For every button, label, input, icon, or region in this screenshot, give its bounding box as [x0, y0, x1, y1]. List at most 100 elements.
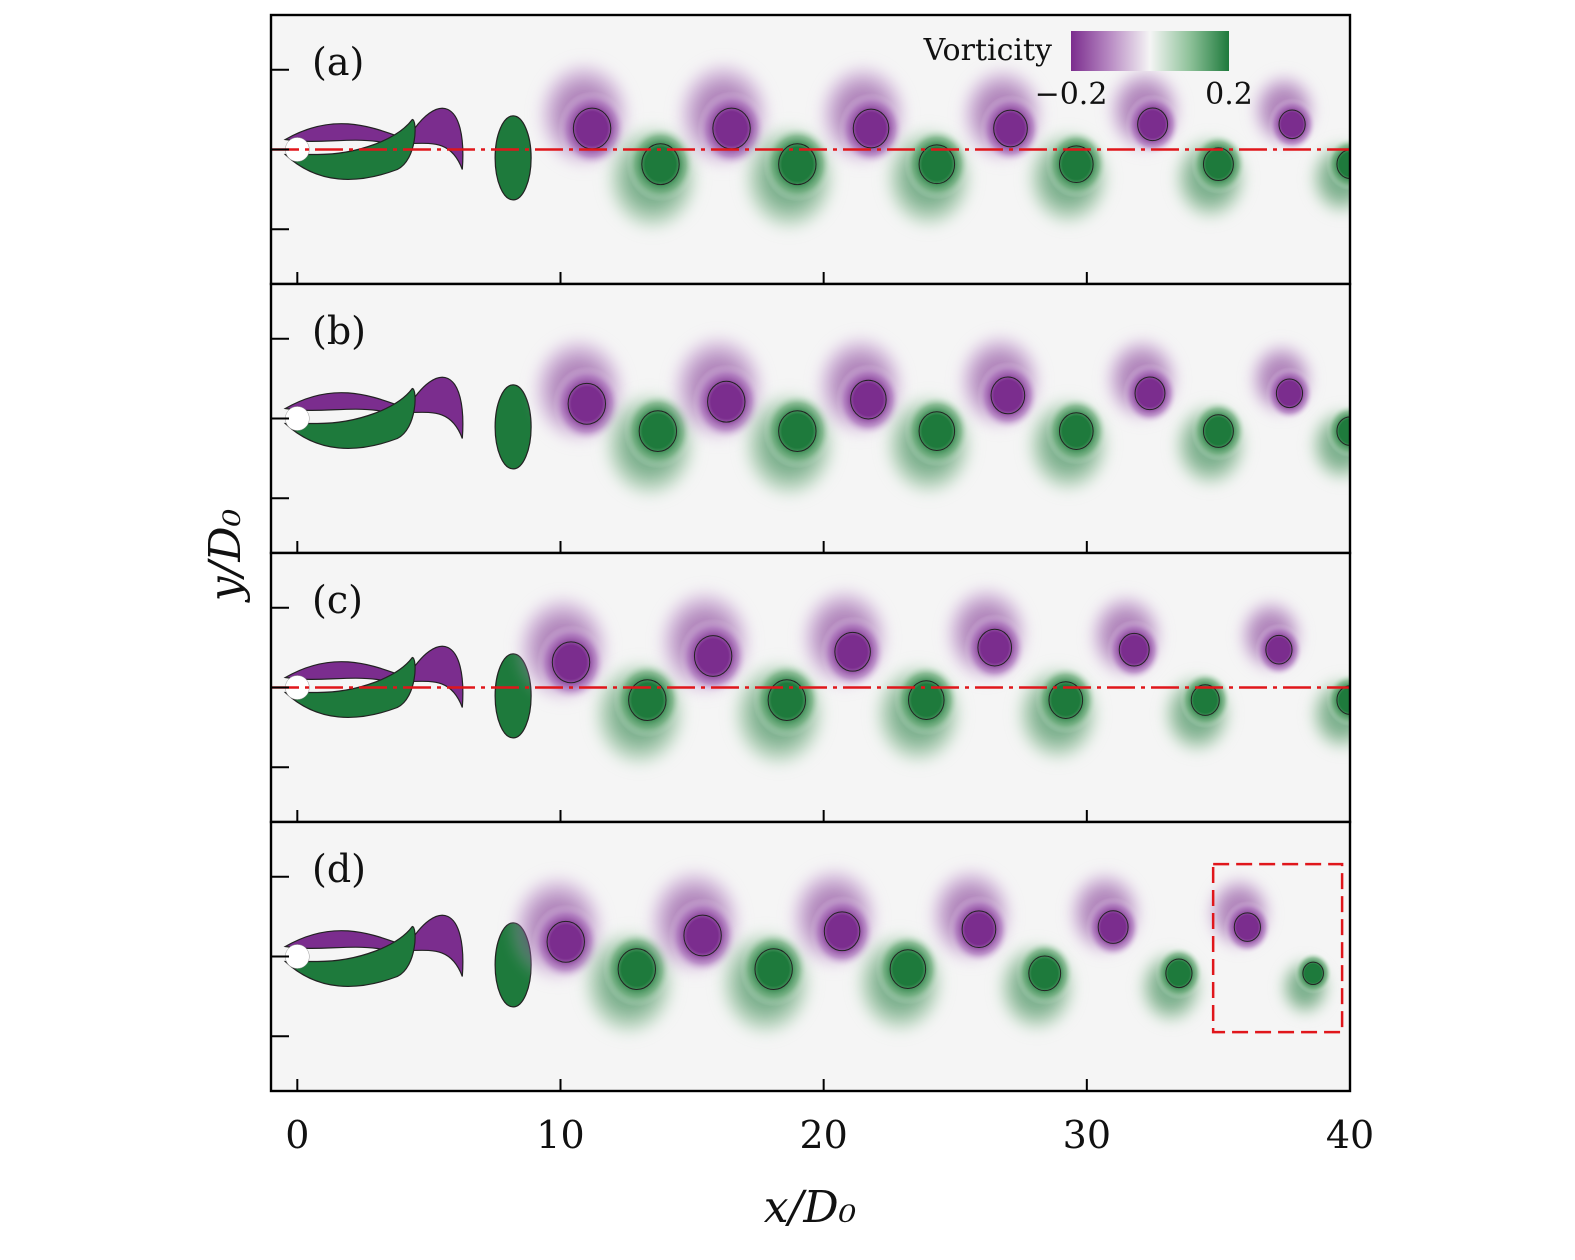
vortex-core	[820, 616, 885, 688]
shear-layer-negative	[283, 645, 464, 708]
vortex-core	[838, 92, 904, 165]
vortex-core	[809, 895, 875, 967]
vortex-core	[1191, 134, 1246, 195]
vortex-contour	[1048, 681, 1084, 719]
vortex-contour	[1336, 416, 1350, 446]
vortex-contour	[990, 376, 1026, 415]
panel-d: (d)	[269, 820, 1352, 1093]
vortex-contour	[754, 948, 793, 990]
vortex-core	[948, 895, 1010, 963]
vortex-contour	[918, 411, 956, 451]
vortex-core	[1268, 98, 1316, 151]
vortex-contour	[1190, 684, 1220, 716]
panel-label: (b)	[312, 309, 366, 353]
vortex-contour	[1302, 961, 1324, 986]
vortex-contour	[1336, 685, 1350, 715]
vortex-contour	[707, 380, 746, 423]
vortex-contour	[628, 679, 667, 721]
vortex-contour	[1233, 912, 1261, 942]
vortex-contour	[1058, 145, 1094, 184]
shear-layer-positive	[283, 387, 416, 449]
vortex-core	[1107, 619, 1162, 680]
vortex-core	[893, 664, 959, 736]
vortex-core	[558, 91, 627, 166]
vortex-contour	[850, 379, 887, 420]
vortex-core	[1255, 623, 1303, 676]
shear-layer-negative	[283, 107, 464, 170]
vortex-core	[1294, 952, 1332, 994]
vortex-core	[1179, 672, 1231, 729]
panels-group: (a) (b) (c) (d)	[269, 13, 1352, 1093]
vortex-contour	[1058, 412, 1094, 450]
highlight-box	[1211, 862, 1344, 1034]
vortex-core	[977, 361, 1039, 430]
vortex-contour	[823, 911, 861, 952]
panel-label: (a)	[312, 40, 364, 84]
vorticity-field	[283, 56, 1350, 236]
vortex-core	[1191, 401, 1246, 462]
vortex-contour	[993, 109, 1028, 148]
vortex-core	[613, 662, 682, 738]
x-axis: 0 10 20 30 40	[285, 1113, 1374, 1157]
vortex-core	[875, 933, 941, 1005]
vortex-core	[1015, 941, 1074, 1006]
colorbar: Vorticity −0.2 0.2	[923, 31, 1253, 112]
vortex-contour	[834, 631, 871, 672]
vortex-contour	[1202, 147, 1234, 182]
vortex-contour	[961, 910, 997, 949]
vortex-contour	[638, 410, 678, 453]
vortex-core	[904, 395, 970, 467]
vortex-contour	[767, 679, 807, 721]
vortex-core	[904, 128, 970, 200]
vortex-contour	[617, 948, 657, 990]
vortex-core	[1045, 397, 1107, 465]
vortex-contour	[908, 680, 945, 720]
vortex-contour	[567, 382, 607, 425]
shear-layer-negative	[283, 914, 464, 977]
colorbar-tick-min: −0.2	[1035, 77, 1108, 112]
vortex-core	[668, 898, 737, 973]
vortex-core	[679, 618, 748, 694]
vortex-contour	[546, 920, 585, 963]
vortex-contour	[641, 143, 680, 186]
vortex-core	[752, 662, 821, 738]
x-tick-label: 0	[285, 1113, 309, 1157]
vortex-contour	[1118, 632, 1150, 667]
x-tick-label: 40	[1326, 1113, 1374, 1157]
vortex-contour	[1202, 414, 1234, 448]
vortex-core	[964, 613, 1026, 682]
x-tick-label: 20	[799, 1113, 847, 1157]
colorbar-gradient	[1071, 31, 1229, 71]
vortex-core	[763, 393, 832, 469]
shear-layer-negative	[283, 376, 464, 439]
panel-label: (d)	[312, 847, 366, 891]
vortex-contour	[551, 641, 591, 684]
vortex-contour	[1137, 107, 1169, 142]
vortex-core	[626, 126, 695, 202]
panel-c: (c)	[269, 551, 1352, 824]
vortex-contour	[852, 108, 890, 149]
vortex-contour	[1278, 109, 1306, 140]
vortex-core	[1155, 947, 1203, 1000]
vortex-core	[836, 364, 901, 436]
vortex-contour	[683, 914, 722, 957]
vortex-core	[1265, 367, 1314, 420]
vortex-contour	[778, 410, 817, 453]
shear-layer-positive	[283, 925, 416, 987]
vortex-core	[1223, 900, 1272, 954]
vorticity-field	[283, 329, 1350, 503]
vortex-contour	[1265, 634, 1293, 665]
x-tick-label: 10	[536, 1113, 584, 1157]
panel-b: (b)	[269, 282, 1352, 555]
vortex-core	[537, 624, 606, 700]
vortex-contour	[1336, 149, 1350, 179]
wake-vortex-positive	[494, 384, 532, 470]
panel-label: (c)	[312, 578, 363, 622]
vortex-core	[763, 126, 832, 202]
colorbar-title: Vorticity	[923, 33, 1052, 68]
vortex-core	[1085, 897, 1141, 958]
colorbar-tick-max: 0.2	[1205, 77, 1253, 112]
wake-vortex-positive	[494, 115, 532, 201]
vortex-core	[1035, 666, 1097, 734]
